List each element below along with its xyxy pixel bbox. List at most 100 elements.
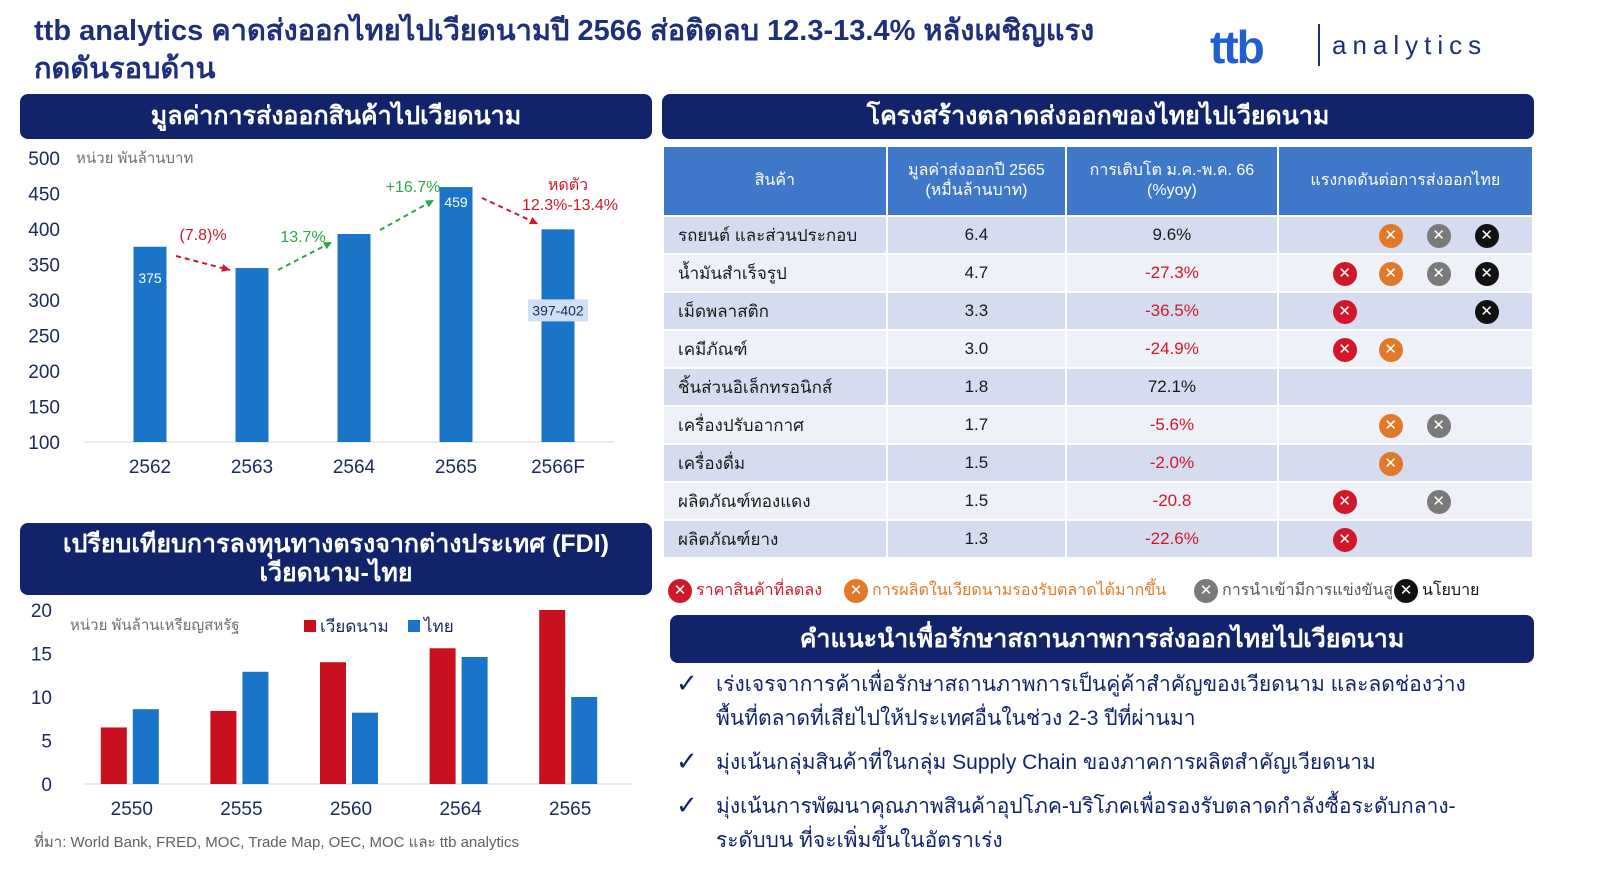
x-tick-label: 2564 xyxy=(439,799,482,820)
black-x-icon: ✕ xyxy=(1474,224,1499,248)
fdi-bar xyxy=(210,710,237,784)
header-pressure: แรงกดดันต่อการส่งออกไทย xyxy=(1276,145,1535,217)
orange-x-icon: ✕ xyxy=(844,578,868,603)
pressure-cell: ✕ ✕ xyxy=(1276,405,1535,445)
table-row: เครื่องดื่ม 1.5 -2.0% ✕ xyxy=(662,443,1535,483)
y-tick-label: 500 xyxy=(28,149,60,170)
change-arrow xyxy=(481,197,539,225)
table-row: ผลิตภัณฑ์ยาง 1.3 -22.6% ✕ xyxy=(662,519,1535,559)
fdi-panel-title: เปรียบเทียบการลงทุนทางตรงจากต่างประเทศ (… xyxy=(20,523,652,595)
pressure-legend: ✕ ราคาสินค้าที่ลดลง ✕ การผลิตในเวียดนามรองร… xyxy=(668,578,1548,606)
x-tick-label: 2562 xyxy=(129,457,171,478)
value-cell: 3.0 xyxy=(885,329,1068,369)
unit-label: หน่วย พันล้านเหรียญสหรัฐ xyxy=(70,617,240,634)
table-row: ชิ้นส่วนอิเล็กทรอนิกส์ 1.8 72.1% xyxy=(662,367,1535,407)
recommendation-panel-title: คำแนะนำเพื่อรักษาสถานภาพการส่งออกไทยไปเว… xyxy=(670,615,1534,663)
ttb-analytics-logo: ttb analytics xyxy=(1210,16,1550,74)
orange-x-icon: ✕ xyxy=(1378,452,1403,476)
table-row: ผลิตภัณฑ์ทองแดง 1.5 -20.8 ✕ ✕ xyxy=(662,481,1535,521)
table-row: รถยนต์ และส่วนประกอบ 6.4 9.6% ✕ ✕ ✕ xyxy=(662,215,1535,255)
source-note: ที่มา: World Bank, FRED, MOC, Trade Map,… xyxy=(34,834,519,851)
bar-value-label: 459 xyxy=(444,194,468,210)
export-structure-panel-title: โครงสร้างตลาดส่งออกของไทยไปเวียดนาม xyxy=(662,94,1534,139)
x-tick-label: 2565 xyxy=(549,799,591,820)
pressure-cell: ✕ ✕ xyxy=(1276,481,1535,521)
fdi-bar xyxy=(429,648,456,784)
y-tick-label: 250 xyxy=(28,327,60,348)
value-cell: 4.7 xyxy=(885,253,1068,293)
value-cell: 6.4 xyxy=(885,215,1068,255)
checkmark-icon: ✓ xyxy=(676,668,698,698)
legend-swatch xyxy=(304,620,316,632)
change-arrowhead xyxy=(323,242,332,250)
change-arrow xyxy=(379,199,435,231)
recommendation-text: เร่งเจรจาการค้าเพื่อรักษาสถานภาพการเป็นค… xyxy=(716,673,1466,730)
y-tick-label: 0 xyxy=(41,775,52,796)
gray-x-icon: ✕ xyxy=(1194,578,1218,603)
legend-item: ✕ การนำเข้ามีการแข่งขันสูง xyxy=(1194,578,1401,603)
product-cell: เม็ดพลาสติก xyxy=(662,291,888,331)
black-x-icon: ✕ xyxy=(1474,300,1499,324)
export-bar xyxy=(337,233,371,442)
change-arrowhead xyxy=(529,217,538,225)
checkmark-icon: ✓ xyxy=(676,746,698,776)
export-bar xyxy=(439,187,473,442)
red-x-icon: ✕ xyxy=(668,578,692,603)
export-bar xyxy=(133,246,167,442)
logo-text: analytics xyxy=(1332,30,1488,60)
growth-cell: -5.6% xyxy=(1065,405,1279,445)
export-value-chart: 100 150 200 250 300 350 400 450 500 หน่วย พันล้าน… xyxy=(28,149,618,478)
pressure-cell: ✕ ✕ xyxy=(1276,291,1535,331)
value-cell: 1.5 xyxy=(885,481,1068,521)
range-label-box xyxy=(528,299,588,322)
legend-item: ✕ ราคาสินค้าที่ลดลง xyxy=(668,578,822,603)
change-arrow xyxy=(277,241,333,271)
y-tick-label: 200 xyxy=(28,362,60,383)
change-annotation: +16.7% xyxy=(386,179,441,196)
value-cell: 3.3 xyxy=(885,291,1068,331)
change-arrowhead xyxy=(221,264,230,272)
table-row: เคมีภัณฑ์ 3.0 -24.9% ✕ ✕ xyxy=(662,329,1535,369)
change-annotation: 12.3%-13.4% xyxy=(522,197,618,214)
pressure-cell: ✕ ✕ ✕ ✕ xyxy=(1276,253,1535,293)
growth-cell: -22.6% xyxy=(1065,519,1279,559)
orange-x-icon: ✕ xyxy=(1378,262,1403,286)
legend-label: นโยบาย xyxy=(1422,582,1480,599)
fdi-bar xyxy=(352,712,378,784)
product-cell: น้ำมันสำเร็จรูป xyxy=(662,253,888,293)
growth-cell: -27.3% xyxy=(1065,253,1279,293)
product-cell: เครื่องปรับอากาศ xyxy=(662,405,888,445)
export-structure-table: สินค้า มูลค่าส่งออกปี 2565 (หมื่นล้านบาท… xyxy=(662,145,1535,559)
product-cell: เคมีภัณฑ์ xyxy=(662,329,888,369)
growth-cell: -20.8 xyxy=(1065,481,1279,521)
y-tick-label: 5 xyxy=(41,732,52,753)
fdi-bar xyxy=(571,697,598,784)
fdi-chart: 0 5 10 15 20 หน่วย พันล้านเหรียญสหรัฐ เวียดนาม… xyxy=(31,601,632,820)
legend-label: การผลิตในเวียดนามรองรับตลาดได้มากขึ้น xyxy=(872,582,1167,599)
gray-x-icon: ✕ xyxy=(1426,224,1451,248)
change-arrowhead xyxy=(425,200,434,208)
growth-cell: -24.9% xyxy=(1065,329,1279,369)
table-row: น้ำมันสำเร็จรูป 4.7 -27.3% ✕ ✕ ✕ ✕ xyxy=(662,253,1535,293)
x-tick-label: 2550 xyxy=(111,799,153,820)
legend-swatch xyxy=(408,620,420,632)
product-cell: รถยนต์ และส่วนประกอบ xyxy=(662,215,888,255)
pressure-cell: ✕ xyxy=(1276,519,1535,559)
product-cell: ผลิตภัณฑ์ทองแดง xyxy=(662,481,888,521)
fdi-bar xyxy=(242,671,269,784)
fdi-bar xyxy=(132,709,159,784)
table-row: เม็ดพลาสติก 3.3 -36.5% ✕ ✕ xyxy=(662,291,1535,331)
fdi-bar xyxy=(320,662,346,784)
orange-x-icon: ✕ xyxy=(1378,224,1403,248)
x-tick-label: 2560 xyxy=(330,799,372,820)
header-growth: การเติบโต ม.ค.-พ.ค. 66 (%yoy) xyxy=(1065,145,1279,217)
y-tick-label: 350 xyxy=(28,256,60,277)
bar-value-label: 397-402 xyxy=(532,302,584,318)
fdi-bar xyxy=(100,727,127,784)
y-tick-label: 20 xyxy=(31,601,52,622)
legend-item: ✕ นโยบาย xyxy=(1394,578,1479,603)
pressure-cell: ✕ ✕ ✕ xyxy=(1276,215,1535,255)
red-x-icon: ✕ xyxy=(1332,300,1357,324)
pressure-cell: ✕ xyxy=(1276,443,1535,483)
y-tick-label: 450 xyxy=(28,185,60,206)
